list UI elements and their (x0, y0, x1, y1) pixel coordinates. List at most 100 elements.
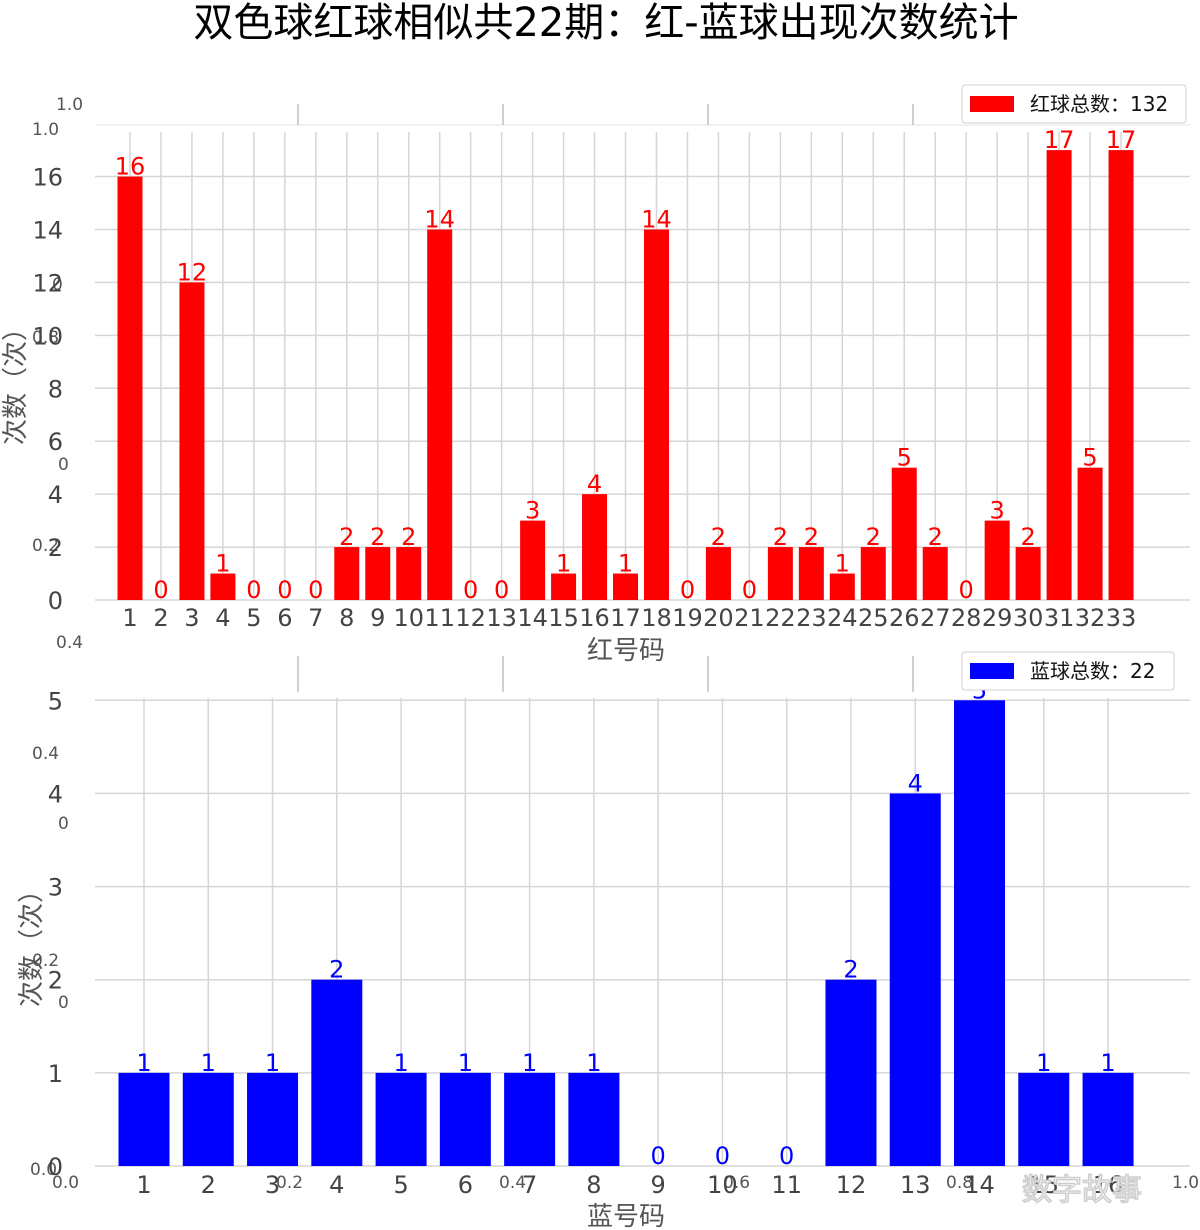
x-tick-label-16: 16 (1093, 1171, 1124, 1199)
red-chart-x-ticks: 1 2 3 4 5 6 7 8 9 10 11 12 13 14 15 16 17 18 19 20 21 22 23 24 2… (122, 604, 1136, 632)
x-tick-label-5: 5 (393, 1171, 408, 1199)
x-tick-label-31: 31 (1044, 604, 1075, 632)
ghost-axis-label: 0.4 (499, 1173, 526, 1193)
x-tick-label-3: 3 (265, 1171, 280, 1199)
data-label-15: 1 (1036, 1049, 1051, 1077)
ghost-axis-label: 1.0 (1172, 1173, 1199, 1193)
ghost-axis-label: 0.4 (56, 633, 83, 653)
x-tick-label-9: 9 (370, 604, 385, 632)
bar-9 (365, 547, 391, 600)
background-axes: 1.01.000.800.20.40.400.200.00.0 0.2 0.4 0.6… (30, 95, 1199, 1193)
x-tick-label-23: 23 (796, 604, 827, 632)
x-tick-label-32: 32 (1075, 604, 1106, 632)
x-tick-label-30: 30 (1013, 604, 1044, 632)
data-label-16: 1 (1100, 1049, 1115, 1077)
ghost-axis-label: 1.0 (32, 120, 59, 140)
bar-31 (1046, 150, 1072, 600)
red-chart-legend: 红球总数：132 (961, 84, 1187, 124)
data-label-7: 0 (308, 576, 323, 604)
data-label-17: 1 (618, 550, 633, 578)
red-chart-ylabel: 次数（次） (1, 315, 31, 445)
x-tick-label-18: 18 (641, 604, 672, 632)
y-tick-label: 8 (48, 375, 63, 403)
x-tick-label-27: 27 (920, 604, 951, 632)
y-tick-label: 10 (32, 322, 63, 350)
y-tick-label: 16 (32, 164, 63, 192)
x-tick-label-8: 8 (339, 604, 354, 632)
y-tick-label: 14 (32, 216, 63, 244)
bar-8 (568, 1072, 620, 1166)
data-label-4: 1 (215, 550, 230, 578)
ghost-axis-label: 0 (58, 455, 69, 475)
y-tick-label: 6 (48, 428, 63, 456)
x-tick-label-6: 6 (458, 1171, 473, 1199)
data-label-3: 1 (265, 1049, 280, 1077)
data-label-11: 14 (424, 205, 455, 233)
x-tick-label-29: 29 (982, 604, 1013, 632)
data-label-30: 2 (1020, 523, 1035, 551)
bar-15 (551, 573, 577, 600)
red-legend-label: 红球总数：132 (1030, 92, 1168, 116)
data-label-19: 0 (680, 576, 695, 604)
x-tick-label-2: 2 (153, 604, 168, 632)
data-label-9: 2 (370, 523, 385, 551)
y-tick-label: 1 (48, 1060, 63, 1088)
y-tick-label: 4 (48, 780, 63, 808)
bar-11 (427, 229, 453, 601)
data-label-12: 0 (463, 576, 478, 604)
bar-6 (439, 1072, 491, 1166)
x-tick-label-2: 2 (201, 1171, 216, 1199)
data-label-13: 4 (908, 769, 923, 797)
bar-30 (1015, 547, 1041, 600)
x-tick-label-4: 4 (215, 604, 230, 632)
y-tick-label: 4 (48, 481, 63, 509)
bar-24 (829, 573, 855, 600)
x-tick-label-4: 4 (329, 1171, 344, 1199)
x-tick-label-10: 10 (707, 1171, 738, 1199)
chart-title: 双色球红球相似共22期：红-蓝球出现次数统计 (193, 0, 1018, 46)
bar-8 (334, 547, 360, 600)
x-tick-label-14: 14 (964, 1171, 995, 1199)
data-label-21: 0 (742, 576, 757, 604)
data-label-29: 3 (990, 497, 1005, 525)
x-tick-label-1: 1 (122, 604, 137, 632)
x-tick-label-17: 17 (610, 604, 641, 632)
data-label-14: 3 (525, 497, 540, 525)
data-label-16: 4 (587, 470, 602, 498)
bar-22 (767, 547, 793, 600)
bar-33 (1108, 150, 1134, 600)
x-tick-label-3: 3 (184, 604, 199, 632)
blue-chart-legend: 蓝球总数：22 (961, 651, 1175, 691)
x-tick-label-9: 9 (651, 1171, 666, 1199)
bar-20 (705, 547, 731, 600)
bar-4 (210, 573, 236, 600)
x-tick-label-12: 12 (455, 604, 486, 632)
blue-legend-swatch (970, 663, 1014, 679)
bar-29 (984, 520, 1010, 600)
bar-10 (396, 547, 422, 600)
x-tick-label-14: 14 (517, 604, 548, 632)
data-label-5: 0 (246, 576, 261, 604)
red-legend-swatch (970, 96, 1014, 112)
bar-17 (613, 573, 639, 600)
bar-25 (860, 547, 886, 600)
x-tick-label-26: 26 (889, 604, 920, 632)
blue-legend-label: 蓝球总数：22 (1030, 659, 1155, 683)
ghost-axis-label: 0.2 (32, 951, 59, 971)
data-label-20: 2 (711, 523, 726, 551)
bar-27 (922, 547, 948, 600)
x-tick-label-21: 21 (734, 604, 765, 632)
y-tick-label: 12 (32, 269, 63, 297)
data-label-18: 14 (641, 205, 672, 233)
bar-2 (182, 1072, 234, 1166)
x-tick-label-1: 1 (136, 1171, 151, 1199)
blue-chart-y-ticks: 0 1 2 3 4 5 (48, 687, 63, 1181)
red-chart-bars (117, 150, 1134, 601)
bar-14 (954, 700, 1006, 1166)
data-label-27: 2 (928, 523, 943, 551)
data-label-2: 1 (201, 1049, 216, 1077)
bar-16 (582, 494, 608, 600)
x-tick-label-7: 7 (522, 1171, 537, 1199)
x-tick-label-20: 20 (703, 604, 734, 632)
